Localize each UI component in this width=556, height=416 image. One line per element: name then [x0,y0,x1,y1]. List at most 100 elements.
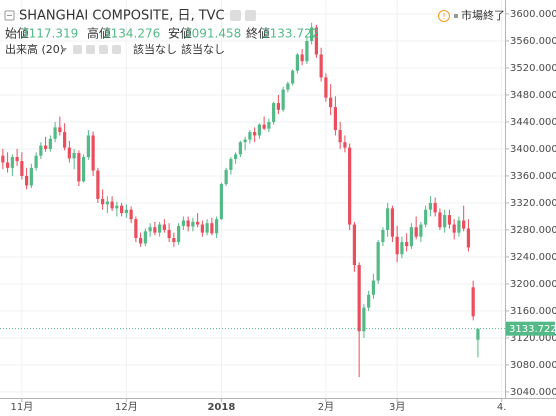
candle-body [67,147,71,159]
status-icon [438,10,450,22]
candle-body [15,157,19,162]
candle-body [452,224,456,233]
candle-body [476,328,480,340]
candle-body [82,157,86,182]
candle-body [63,132,67,148]
candle-body [29,167,33,186]
candle-body [428,202,433,210]
candle-body [362,307,366,332]
status-dot [454,14,458,18]
x-tick-label: 2月 [318,401,334,413]
close-icon[interactable] [245,10,256,21]
candle-body [129,209,133,220]
candle-body [376,242,380,281]
candle-body [367,294,371,308]
high-label: 高値 [87,26,111,41]
candle-body [105,201,109,205]
candle-body [310,27,314,41]
candle-body [419,224,423,237]
candle-body [224,169,228,185]
y-tick-label: 3280.000 [510,225,556,236]
y-tick-label: 3400.000 [510,144,556,155]
open-value: 3117.319 [21,27,78,41]
volume-dropdown[interactable] [61,48,67,52]
header: SHANGHAI COMPOSITE, 日, TVC 始値 3117.319 高… [4,8,505,56]
candle-body [229,159,233,170]
open-label: 始値 [5,26,29,41]
candle-body [262,124,266,129]
candle-body [433,202,437,213]
candle-body [267,121,271,129]
volume-icon[interactable] [73,45,82,54]
candle-body [300,54,304,62]
candle-body [115,205,119,209]
candle-body [457,220,461,233]
volume-value: 該当なし [133,42,177,56]
low-label: 安値 [168,26,192,41]
candle-body [6,162,10,168]
x-tick-label: 4. [497,402,507,413]
candle-body [248,132,252,140]
candle-body [424,209,428,225]
x-tick-label: 3月 [389,401,405,413]
symbol-title: SHANGHAI COMPOSITE, 日, TVC [19,9,225,24]
candle-body [395,236,399,255]
candle-body [286,83,290,90]
candle-body [120,205,124,214]
volume-icon[interactable] [112,45,121,54]
candle-body [414,227,418,237]
candle-body [101,198,105,205]
volume-icon[interactable] [86,45,95,54]
candle-body [134,219,138,239]
candle-body [48,138,52,149]
y-tick-label: 3440.000 [510,117,556,128]
candle-body [186,220,190,227]
y-tick-label: 3120.000 [510,333,556,344]
candle-body [86,135,90,158]
candle-body [324,77,328,98]
candle-body [390,208,395,237]
low-value: 3091.458 [184,27,241,41]
candle-body [91,135,95,171]
candle-body [10,157,14,168]
candle-body [196,221,200,225]
candle-body [409,227,414,247]
volume-ma-value: 該当なし [181,42,225,56]
candle-body [153,227,157,233]
candle-body [281,89,285,110]
volume-icon[interactable] [99,45,108,54]
candle-body [466,228,471,248]
candle-body [200,224,204,233]
candle-body [177,225,181,243]
x-tick-label: 11月 [10,401,33,413]
candle-body [124,209,128,214]
candle-body [343,142,347,148]
candle-body [44,145,48,149]
y-tick-label: 3160.000 [510,306,556,317]
y-tick-label: 3560.000 [510,36,556,47]
settings-icon[interactable] [230,10,241,21]
candle-body [276,103,280,110]
candle-body [447,215,452,225]
candle-body [219,184,223,220]
candle-body [58,127,62,133]
candle-body [234,154,238,160]
candle-body [405,242,409,247]
candle-body [139,238,143,244]
y-tick-label: 3040.000 [510,387,556,398]
close-value: 3133.722 [262,27,319,41]
candle-body [253,132,257,136]
x-tick-label: 12月 [115,401,138,413]
collapse-icon[interactable] [4,10,15,21]
candle-body [438,212,442,228]
status-icon-mark: ! [442,12,445,21]
candle-body [181,220,185,226]
candle-body [215,219,219,234]
candle-body [329,97,333,108]
y-tick-label: 3600.000 [510,9,556,20]
volume-label: 出来高 (20) [5,42,64,56]
candle-body [357,265,361,332]
candle-body [386,208,390,230]
candle-body [352,224,357,266]
